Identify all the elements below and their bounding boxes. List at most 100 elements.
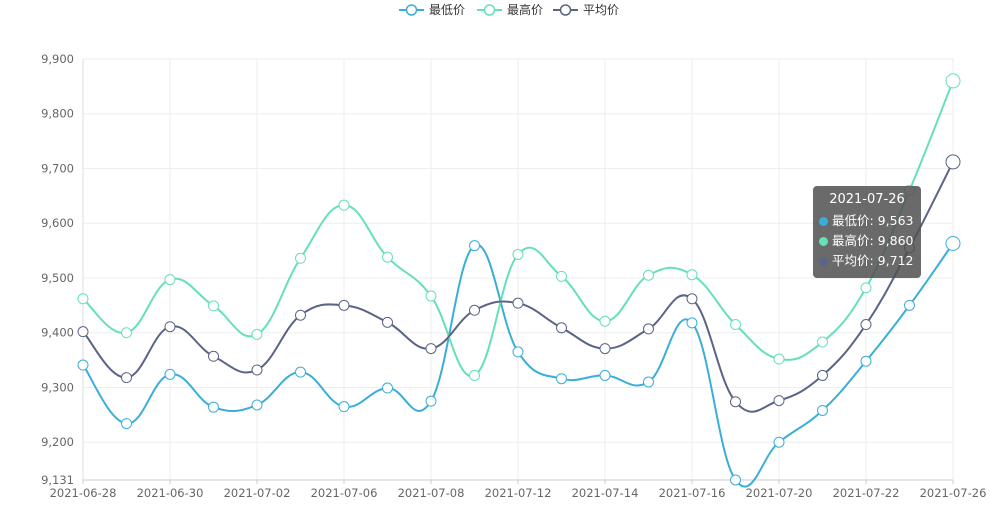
- data-point: [599, 343, 611, 355]
- data-point: [512, 248, 524, 260]
- y-tick-label: 9,200: [41, 435, 74, 449]
- legend-marker: [405, 4, 418, 16]
- data-point: [945, 154, 961, 170]
- data-point: [425, 290, 437, 302]
- data-point: [860, 282, 872, 294]
- y-tick-label: 9,500: [41, 271, 74, 285]
- legend-marker: [483, 4, 496, 16]
- data-point: [643, 323, 654, 335]
- series-high: [77, 73, 961, 381]
- series: [77, 73, 961, 488]
- tooltip-dot-high: [819, 236, 828, 246]
- x-tick-label: 2021-06-30: [137, 486, 204, 500]
- legend-label: 平均价: [583, 3, 619, 17]
- tooltip-label-avg: 平均价: 9,712: [832, 253, 914, 268]
- data-point: [817, 369, 828, 381]
- legend-label: 最高价: [507, 2, 543, 17]
- data-point: [295, 366, 306, 378]
- data-point: [643, 376, 654, 388]
- series-avg: [77, 154, 961, 413]
- x-tick-label: 2021-07-08: [398, 486, 465, 500]
- tooltip-dot-avg: [819, 256, 828, 266]
- data-point: [469, 304, 480, 316]
- y-tick-label: 9,600: [41, 216, 74, 230]
- y-tick-label: 9,400: [41, 326, 74, 340]
- x-tick-label: 2021-07-14: [572, 486, 639, 500]
- tooltip-row-low: 最低价: 9,563: [819, 211, 915, 231]
- data-point: [556, 373, 567, 385]
- data-point: [77, 326, 89, 338]
- data-point: [382, 382, 393, 394]
- x-tick-label: 2021-07-06: [311, 486, 378, 500]
- data-point: [425, 343, 437, 355]
- x-tick-label: 2021-07-22: [833, 486, 900, 500]
- legend[interactable]: 最低价 最高价 平均价: [399, 2, 619, 17]
- data-point: [860, 319, 872, 331]
- legend-item[interactable]: 平均价: [553, 3, 619, 17]
- data-point: [295, 252, 306, 264]
- data-point: [730, 319, 741, 331]
- data-point: [469, 240, 480, 252]
- x-tick-label: 2021-06-28: [50, 486, 117, 500]
- data-point: [860, 355, 872, 367]
- data-point: [338, 199, 350, 211]
- legend-item[interactable]: 最高价: [477, 2, 543, 17]
- data-point: [556, 270, 567, 282]
- legend-label: 最低价: [429, 3, 465, 17]
- x-tick-label: 2021-07-26: [920, 486, 987, 500]
- x-tick-label: 2021-07-16: [659, 486, 726, 500]
- data-point: [77, 293, 89, 305]
- data-point: [121, 327, 132, 339]
- data-point: [382, 251, 393, 263]
- tooltip-label-high: 最高价: 9,860: [832, 233, 914, 248]
- data-point: [208, 300, 219, 312]
- y-tick-label: 9,300: [41, 380, 74, 394]
- data-point: [556, 322, 567, 334]
- data-point: [945, 235, 961, 251]
- data-point: [338, 401, 350, 413]
- tooltip-title: 2021-07-26: [829, 192, 905, 207]
- data-point: [382, 316, 393, 328]
- x-tick-label: 2021-07-02: [224, 486, 291, 500]
- data-point: [164, 368, 176, 380]
- data-point: [686, 317, 698, 329]
- data-point: [208, 401, 219, 413]
- y-tick-label: 9,900: [41, 52, 74, 66]
- y-tick-label: 9,131: [41, 473, 74, 487]
- tooltip-row-high: 最高价: 9,860: [819, 231, 915, 251]
- data-point: [904, 299, 915, 311]
- data-point: [773, 395, 785, 407]
- data-point: [77, 359, 89, 371]
- data-point: [686, 293, 698, 305]
- data-point: [121, 418, 132, 430]
- data-point: [945, 73, 961, 89]
- y-tick-label: 9,800: [41, 107, 74, 121]
- data-point: [208, 350, 219, 362]
- y-tick-label: 9,700: [41, 161, 74, 175]
- data-point: [817, 336, 828, 348]
- data-point: [425, 395, 437, 407]
- data-point: [599, 315, 611, 327]
- data-point: [773, 436, 785, 448]
- data-point: [121, 372, 132, 384]
- legend-marker: [559, 4, 572, 16]
- data-point: [773, 353, 785, 365]
- x-tick-label: 2021-07-20: [746, 486, 813, 500]
- data-point: [338, 299, 350, 311]
- data-point: [512, 346, 524, 358]
- data-point: [730, 396, 741, 408]
- data-point: [817, 404, 828, 416]
- data-point: [469, 369, 480, 381]
- data-point: [164, 274, 176, 286]
- data-point: [643, 269, 654, 281]
- data-point: [295, 309, 306, 321]
- x-tick-label: 2021-07-12: [485, 486, 552, 500]
- data-point: [251, 399, 263, 411]
- data-point: [164, 321, 176, 333]
- axes: 9,900 9,800 9,700 9,600 9,500 9,400 9,300 9,200…: [41, 52, 986, 500]
- data-point: [686, 269, 698, 281]
- legend-item[interactable]: 最低价: [399, 3, 465, 17]
- tooltip-dot-low: [819, 216, 828, 226]
- data-point: [730, 474, 741, 486]
